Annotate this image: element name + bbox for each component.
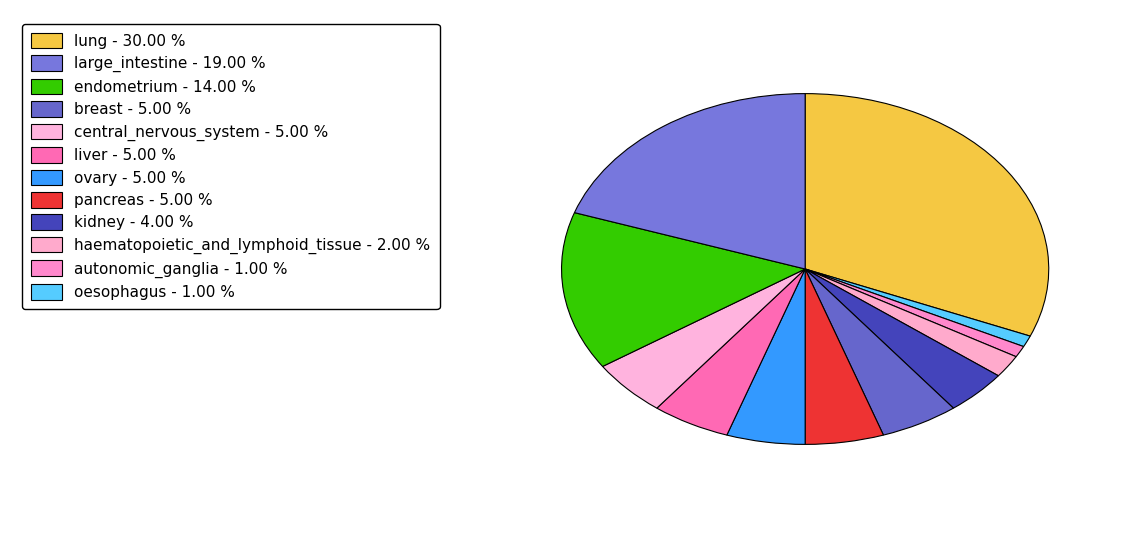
- Wedge shape: [805, 269, 883, 444]
- Wedge shape: [805, 269, 1024, 357]
- Wedge shape: [657, 269, 805, 435]
- Wedge shape: [805, 269, 998, 408]
- Wedge shape: [805, 269, 954, 435]
- Wedge shape: [602, 269, 805, 408]
- Legend: lung - 30.00 %, large_intestine - 19.00 %, endometrium - 14.00 %, breast - 5.00 : lung - 30.00 %, large_intestine - 19.00 …: [23, 24, 440, 309]
- Wedge shape: [805, 94, 1049, 336]
- Wedge shape: [561, 213, 805, 366]
- Wedge shape: [727, 269, 805, 444]
- Wedge shape: [575, 94, 805, 269]
- Wedge shape: [805, 269, 1030, 346]
- Wedge shape: [805, 269, 1016, 376]
